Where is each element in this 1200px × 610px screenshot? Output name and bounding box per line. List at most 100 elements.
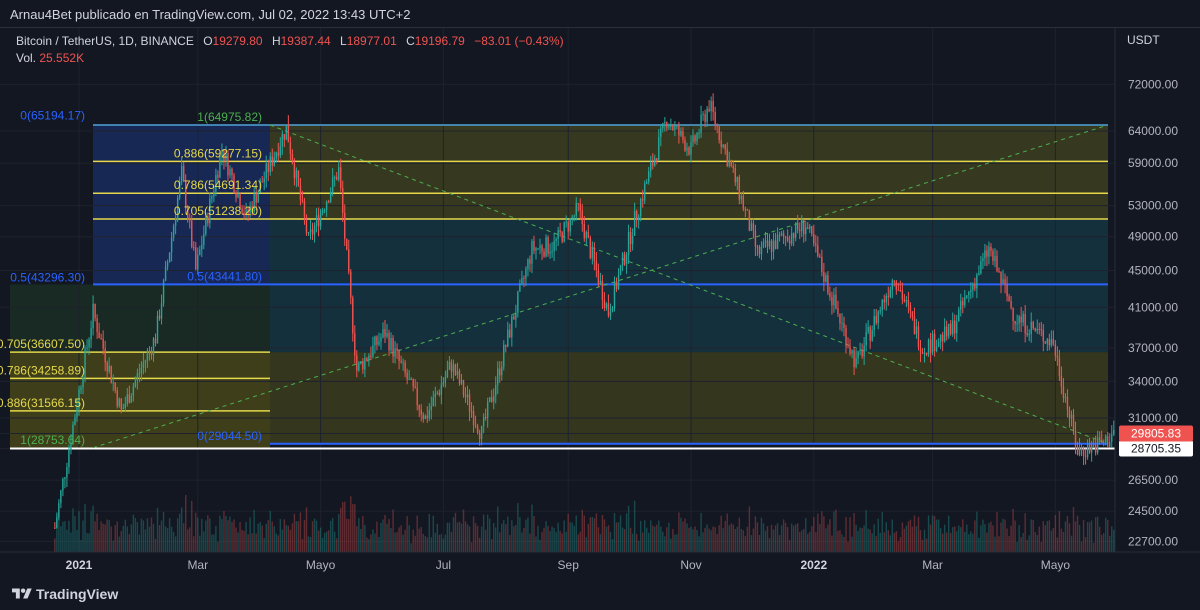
candle-body bbox=[960, 300, 962, 310]
candle-body bbox=[283, 134, 286, 140]
volume-bar bbox=[545, 521, 547, 552]
volume-bar bbox=[509, 535, 511, 552]
candle-body bbox=[813, 233, 815, 244]
candle-body bbox=[394, 348, 396, 357]
candle-body bbox=[1010, 301, 1012, 308]
volume-bar bbox=[794, 524, 797, 552]
candle-body bbox=[623, 253, 626, 265]
volume-bar bbox=[249, 517, 251, 552]
candle-body bbox=[964, 297, 966, 306]
candle-body bbox=[495, 384, 497, 396]
volume-bar bbox=[68, 520, 70, 552]
candle-body bbox=[913, 316, 916, 335]
candle-body bbox=[799, 229, 801, 232]
volume-bar bbox=[182, 523, 185, 552]
volume-bar bbox=[213, 534, 215, 552]
candle-body bbox=[1076, 446, 1079, 455]
candle-body bbox=[571, 216, 573, 218]
candle-body bbox=[1038, 328, 1040, 330]
candle-body bbox=[722, 144, 724, 147]
volume-bar bbox=[974, 520, 976, 552]
candle-body bbox=[660, 128, 662, 137]
volume-bar bbox=[557, 522, 559, 552]
candle-body bbox=[573, 215, 575, 217]
volume-bar bbox=[956, 531, 958, 552]
candle-body bbox=[223, 150, 225, 162]
candle-body bbox=[64, 477, 66, 479]
candle-body bbox=[273, 157, 275, 166]
volume-bar bbox=[740, 528, 743, 552]
volume-bar bbox=[88, 533, 90, 552]
volume-bar bbox=[720, 515, 722, 552]
candle-body bbox=[279, 146, 282, 156]
volume-bar bbox=[865, 510, 867, 552]
volume-bar bbox=[531, 504, 533, 552]
candle-body bbox=[1050, 339, 1053, 346]
candle-body bbox=[209, 198, 211, 224]
volume-bar bbox=[331, 518, 334, 552]
candle-body bbox=[877, 311, 879, 324]
candle-body bbox=[780, 233, 783, 236]
candle-body bbox=[225, 153, 227, 162]
candle-body bbox=[921, 352, 924, 354]
candle-body bbox=[527, 259, 529, 269]
candle-body bbox=[784, 236, 787, 238]
candle-body bbox=[962, 300, 964, 306]
volume-bar bbox=[1026, 539, 1028, 552]
candle-body bbox=[801, 219, 803, 232]
volume-bar bbox=[519, 517, 521, 552]
volume-bar bbox=[410, 543, 412, 552]
volume-bar bbox=[766, 526, 769, 552]
volume-bar bbox=[905, 525, 908, 552]
candle-body bbox=[126, 394, 129, 404]
candle-body bbox=[603, 300, 606, 309]
candle-body bbox=[1042, 330, 1045, 342]
volume-bar bbox=[291, 523, 294, 552]
volume-bar bbox=[271, 521, 273, 552]
volume-bar bbox=[593, 518, 596, 552]
candle-body bbox=[178, 181, 181, 198]
volume-bar bbox=[561, 533, 563, 552]
candle-body bbox=[259, 181, 261, 193]
volume-bar bbox=[855, 524, 857, 552]
candle-body bbox=[615, 281, 618, 289]
candle-body bbox=[605, 303, 608, 309]
candle-body bbox=[835, 294, 837, 309]
volume-bar bbox=[1032, 519, 1034, 552]
volume-bar bbox=[943, 524, 946, 552]
volume-bar bbox=[706, 524, 708, 552]
candle-body bbox=[609, 312, 612, 316]
volume-bar bbox=[1086, 522, 1089, 552]
candle-body bbox=[792, 233, 795, 238]
candle-body bbox=[531, 241, 533, 264]
volume-bar bbox=[543, 527, 545, 552]
candle-body bbox=[142, 362, 145, 369]
volume-bar bbox=[321, 537, 324, 552]
volume-bar bbox=[652, 525, 654, 552]
volume-bar bbox=[221, 519, 223, 552]
volume-bar bbox=[970, 531, 972, 552]
volume-bar bbox=[694, 526, 696, 552]
candle-body bbox=[778, 235, 781, 237]
volume-bar bbox=[1098, 526, 1101, 552]
candle-body bbox=[414, 386, 416, 388]
candle-body bbox=[98, 332, 100, 339]
candle-body bbox=[344, 212, 346, 239]
volume-bar bbox=[881, 512, 883, 552]
tradingview-brand[interactable]: TradingView bbox=[36, 586, 119, 602]
candle-body bbox=[706, 108, 708, 122]
volume-bar bbox=[152, 523, 155, 552]
candle-body bbox=[619, 265, 622, 275]
volume-bar bbox=[239, 522, 241, 552]
candle-body bbox=[277, 152, 280, 156]
volume-bar bbox=[98, 529, 100, 552]
volume-bar bbox=[1094, 517, 1097, 552]
volume-bar bbox=[146, 518, 149, 552]
candle-body bbox=[221, 150, 223, 156]
volume-bar bbox=[553, 528, 555, 552]
candle-body bbox=[658, 136, 660, 161]
candle-body bbox=[919, 347, 922, 353]
volume-bar bbox=[676, 534, 678, 552]
price-chart[interactable]: 1(64975.82) 0.886(59277.15) 0.786(54691.34… bbox=[0, 28, 1200, 580]
tradingview-logo-icon[interactable] bbox=[12, 585, 32, 603]
